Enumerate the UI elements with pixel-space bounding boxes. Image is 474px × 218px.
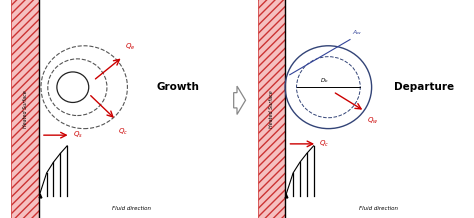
Text: Heated Surface: Heated Surface: [269, 90, 274, 128]
Text: Departure: Departure: [394, 82, 454, 92]
Text: $D_b$: $D_b$: [319, 76, 328, 85]
Bar: [11, 0, 39, 218]
Text: Heated Surface: Heated Surface: [23, 90, 27, 128]
Text: $Q_e$: $Q_e$: [125, 42, 136, 52]
Bar: [258, 0, 285, 218]
Bar: [11, 0, 39, 218]
Text: Growth: Growth: [156, 82, 199, 92]
Text: $Q_w$: $Q_w$: [367, 116, 379, 126]
Text: Fluid direction: Fluid direction: [112, 206, 152, 211]
Bar: [258, 0, 285, 218]
Text: $Q_c$: $Q_c$: [118, 126, 128, 137]
Text: $A_w$: $A_w$: [352, 29, 363, 37]
Text: $Q_c$: $Q_c$: [319, 139, 329, 149]
Text: Fluid direction: Fluid direction: [359, 206, 398, 211]
Text: $Q_s$: $Q_s$: [73, 130, 83, 140]
